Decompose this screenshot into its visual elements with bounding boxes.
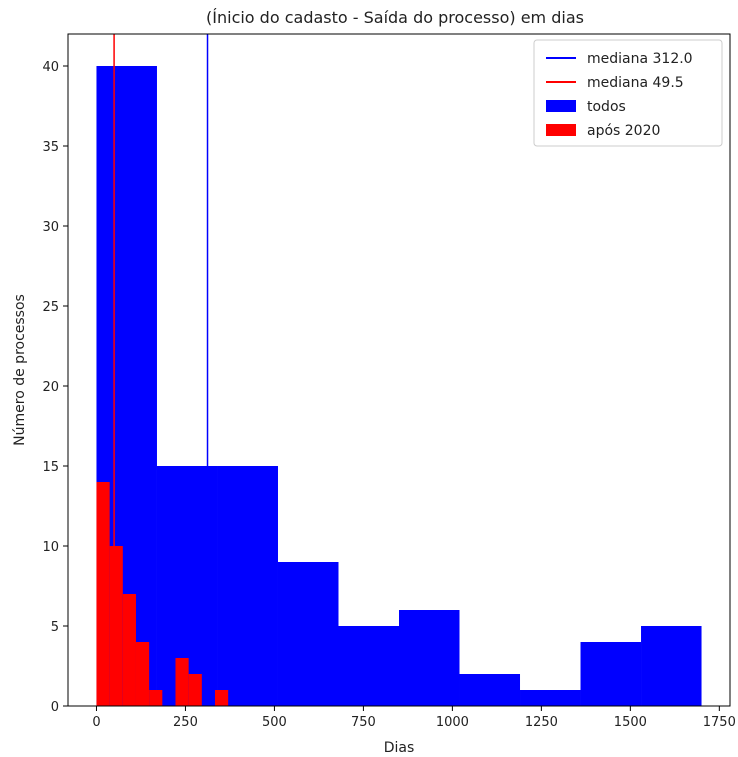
x-tick-label-750: 750 [351, 715, 376, 730]
x-tick-label-500: 500 [262, 715, 287, 730]
bars-todos [96, 66, 702, 706]
y-axis-label: Número de processos [12, 294, 28, 446]
bar-apos-2020-2 [122, 594, 136, 706]
y-tick-label-35: 35 [42, 140, 59, 155]
y-axis-ticks: 0 5 10 15 20 25 30 35 40 [42, 60, 68, 715]
legend-box [533, 39, 723, 147]
y-tick-label-30: 30 [42, 220, 59, 235]
y-tick-label-20: 20 [42, 380, 59, 395]
y-tick-label-5: 5 [51, 620, 59, 635]
legend-patch-3 [546, 124, 576, 136]
bar-todos-4 [338, 626, 399, 706]
bar-todos-3 [277, 562, 339, 706]
y-tick-label-15: 15 [42, 460, 59, 475]
x-tick-label-1500: 1500 [614, 715, 647, 730]
x-tick-label-0: 0 [92, 715, 100, 730]
chart-title: (Ínicio do cadasto - Saída do processo) … [206, 8, 584, 27]
legend-label-2: todos [587, 99, 626, 115]
legend: mediana 312.0 mediana 49.5 todos após 2020 [533, 39, 723, 147]
bar-apos-2020-6 [175, 658, 189, 706]
x-tick-label-250: 250 [173, 715, 198, 730]
bar-apos-2020-9 [214, 690, 229, 706]
bar-todos-9 [641, 626, 702, 706]
legend-patch-2 [546, 100, 576, 112]
y-tick-label-25: 25 [42, 300, 59, 315]
bar-todos-2 [217, 466, 278, 706]
x-tick-label-1750: 1750 [703, 715, 736, 730]
y-tick-label-10: 10 [42, 540, 59, 555]
bar-apos-2020-7 [188, 674, 202, 706]
x-tick-label-1000: 1000 [436, 715, 469, 730]
y-tick-label-40: 40 [42, 60, 59, 75]
bar-todos-5 [399, 610, 460, 706]
bar-apos-2020-1 [109, 546, 123, 706]
y-tick-label-0: 0 [51, 700, 59, 715]
bar-apos-2020-0 [96, 482, 110, 706]
bar-apos-2020-4 [149, 690, 163, 706]
bar-todos-6 [459, 674, 521, 706]
x-axis-label: Dias [384, 740, 415, 756]
median-lines [113, 34, 209, 706]
bar-todos-8 [580, 642, 642, 706]
bar-todos-7 [520, 690, 581, 706]
legend-label-3: após 2020 [587, 123, 660, 139]
x-axis-ticks: 0 250 500 750 1000 1250 1500 1750 [92, 706, 736, 730]
legend-label-1: mediana 49.5 [587, 75, 684, 91]
bar-apos-2020-3 [135, 642, 150, 706]
legend-label-0: mediana 312.0 [587, 51, 693, 67]
plot-frame [67, 33, 731, 707]
x-tick-label-1250: 1250 [525, 715, 558, 730]
bars-apos-2020 [96, 482, 229, 706]
